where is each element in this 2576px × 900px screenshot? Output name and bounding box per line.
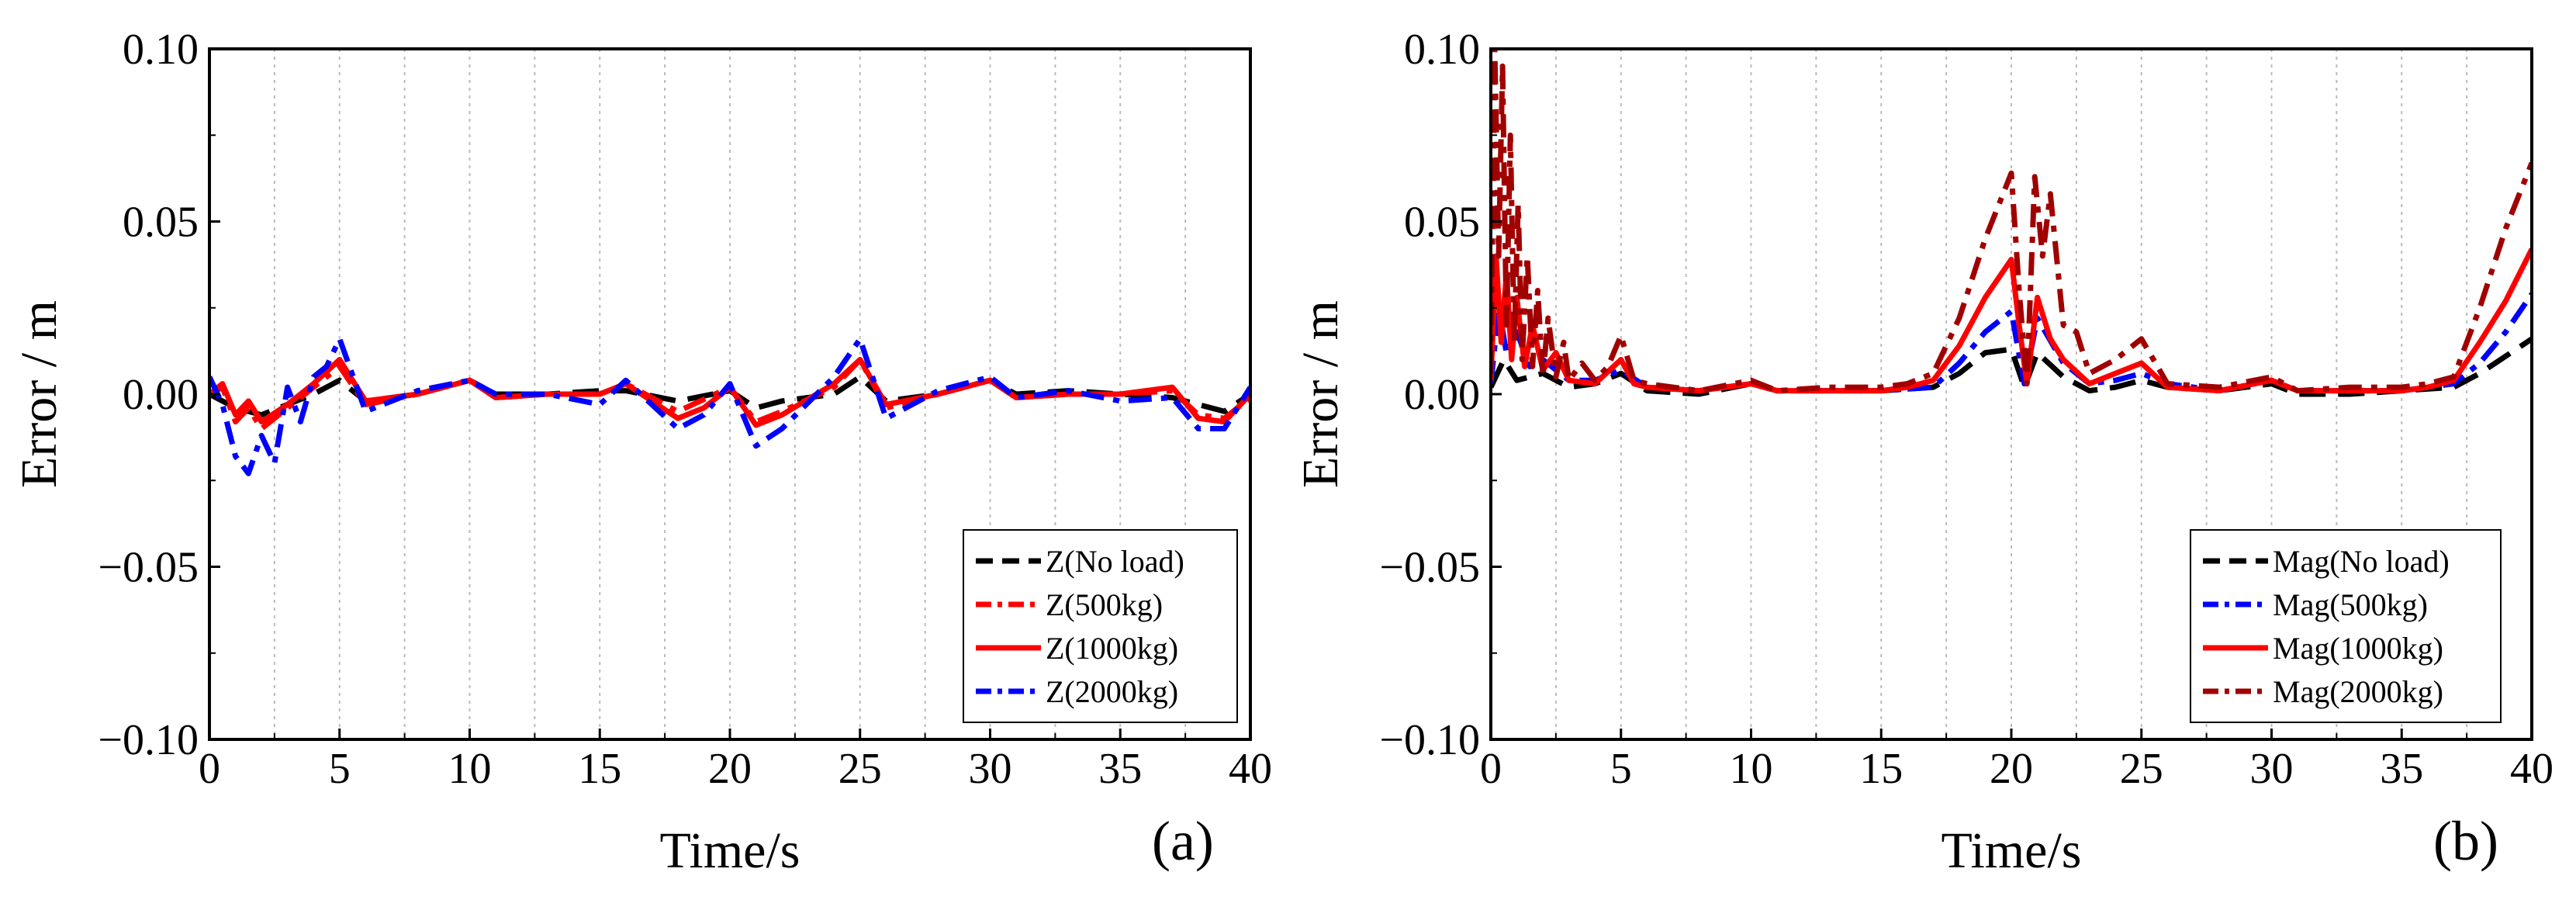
x-tick-label: 35 [2380, 745, 2423, 793]
y-ticks-b: −0.10 −0.05 0.00 0.05 0.10 [1379, 26, 1502, 764]
x-tick-label: 40 [2510, 745, 2554, 793]
panel-label-a: (a) [1152, 810, 1214, 872]
legend-label: Mag(No load) [2273, 544, 2450, 579]
y-tick-label: −0.05 [1379, 544, 1480, 592]
x-tick-label: 0 [1480, 745, 1502, 793]
x-tick-label: 15 [578, 745, 621, 793]
y-tick-label: 0.00 [123, 371, 199, 419]
panel-b: 0 5 10 15 20 25 30 35 40 −0.10−0.050.000.050.10 … [1292, 26, 2554, 879]
x-tick-label: 10 [1730, 745, 1773, 793]
legend-label: Z(2000kg) [1046, 674, 1178, 709]
series-line [1491, 49, 2532, 394]
x-tick-label: 35 [1098, 745, 1142, 793]
lines-a [209, 336, 1250, 476]
x-tick-label: 15 [1859, 745, 1903, 793]
x-tick-label: 25 [2120, 745, 2163, 793]
legend-label: Z(No load) [1046, 544, 1184, 579]
x-tick-label: 0 [199, 745, 220, 793]
y-tick-label: 0.05 [1404, 199, 1480, 247]
y-tick-label: −0.10 [1379, 716, 1480, 764]
panel-a: 0 5 10 15 20 25 30 35 40 −0.10−0.050.000.050.10 … [11, 26, 1272, 879]
x-tick-label: 5 [1610, 745, 1632, 793]
legend-entries-b: Mag(No load) Mag(500kg) Mag(1000kg) Mag(200… [2203, 544, 2450, 709]
x-axis-title-a: Time/s [660, 822, 800, 879]
x-tick-label: 25 [838, 745, 882, 793]
legend-label: Z(500kg) [1046, 587, 1163, 622]
x-tick-label: 40 [1229, 745, 1272, 793]
legend-label: Mag(1000kg) [2273, 631, 2443, 666]
x-tick-label: 30 [2250, 745, 2294, 793]
y-tick-label: 0.10 [1404, 26, 1480, 74]
panel-label-b: (b) [2433, 810, 2498, 872]
x-tick-label: 10 [448, 745, 492, 793]
x-ticks-b: 0 5 10 15 20 25 30 35 40 [1480, 729, 2554, 793]
y-axis-title-b: Error / m [1292, 300, 1349, 488]
x-tick-label: 20 [1990, 745, 2033, 793]
series-line [209, 357, 1250, 428]
series-line [209, 336, 1250, 476]
x-tick-label: 30 [969, 745, 1012, 793]
legend-a: Z(No load) Z(500kg) Z(1000kg) Z(2000kg) [963, 529, 1238, 723]
y-tick-label: 0.05 [123, 199, 199, 247]
y-tick-label: 0.00 [1404, 371, 1480, 419]
lines-b [1491, 49, 2532, 397]
x-tick-label: 5 [329, 745, 351, 793]
y-tick-label: −0.10 [98, 716, 199, 764]
legend-b: Mag(No load) Mag(500kg) Mag(1000kg) Mag(200… [2190, 529, 2502, 723]
legend-label: Z(1000kg) [1046, 631, 1178, 666]
y-tick-label: 0.10 [123, 26, 199, 74]
x-ticks-a: 0 5 10 15 20 25 30 35 40 [199, 729, 1272, 793]
x-tick-label: 20 [708, 745, 752, 793]
legend-entries-a: Z(No load) Z(500kg) Z(1000kg) Z(2000kg) [976, 544, 1184, 709]
legend-label: Mag(2000kg) [2273, 674, 2443, 709]
legend-label: Mag(500kg) [2273, 587, 2428, 622]
y-axis-title-a: Error / m [11, 300, 67, 488]
y-ticks-a: −0.10 −0.05 0.00 0.05 0.10 [98, 26, 220, 764]
y-tick-label: −0.05 [98, 544, 199, 592]
x-axis-title-b: Time/s [1942, 822, 2082, 879]
